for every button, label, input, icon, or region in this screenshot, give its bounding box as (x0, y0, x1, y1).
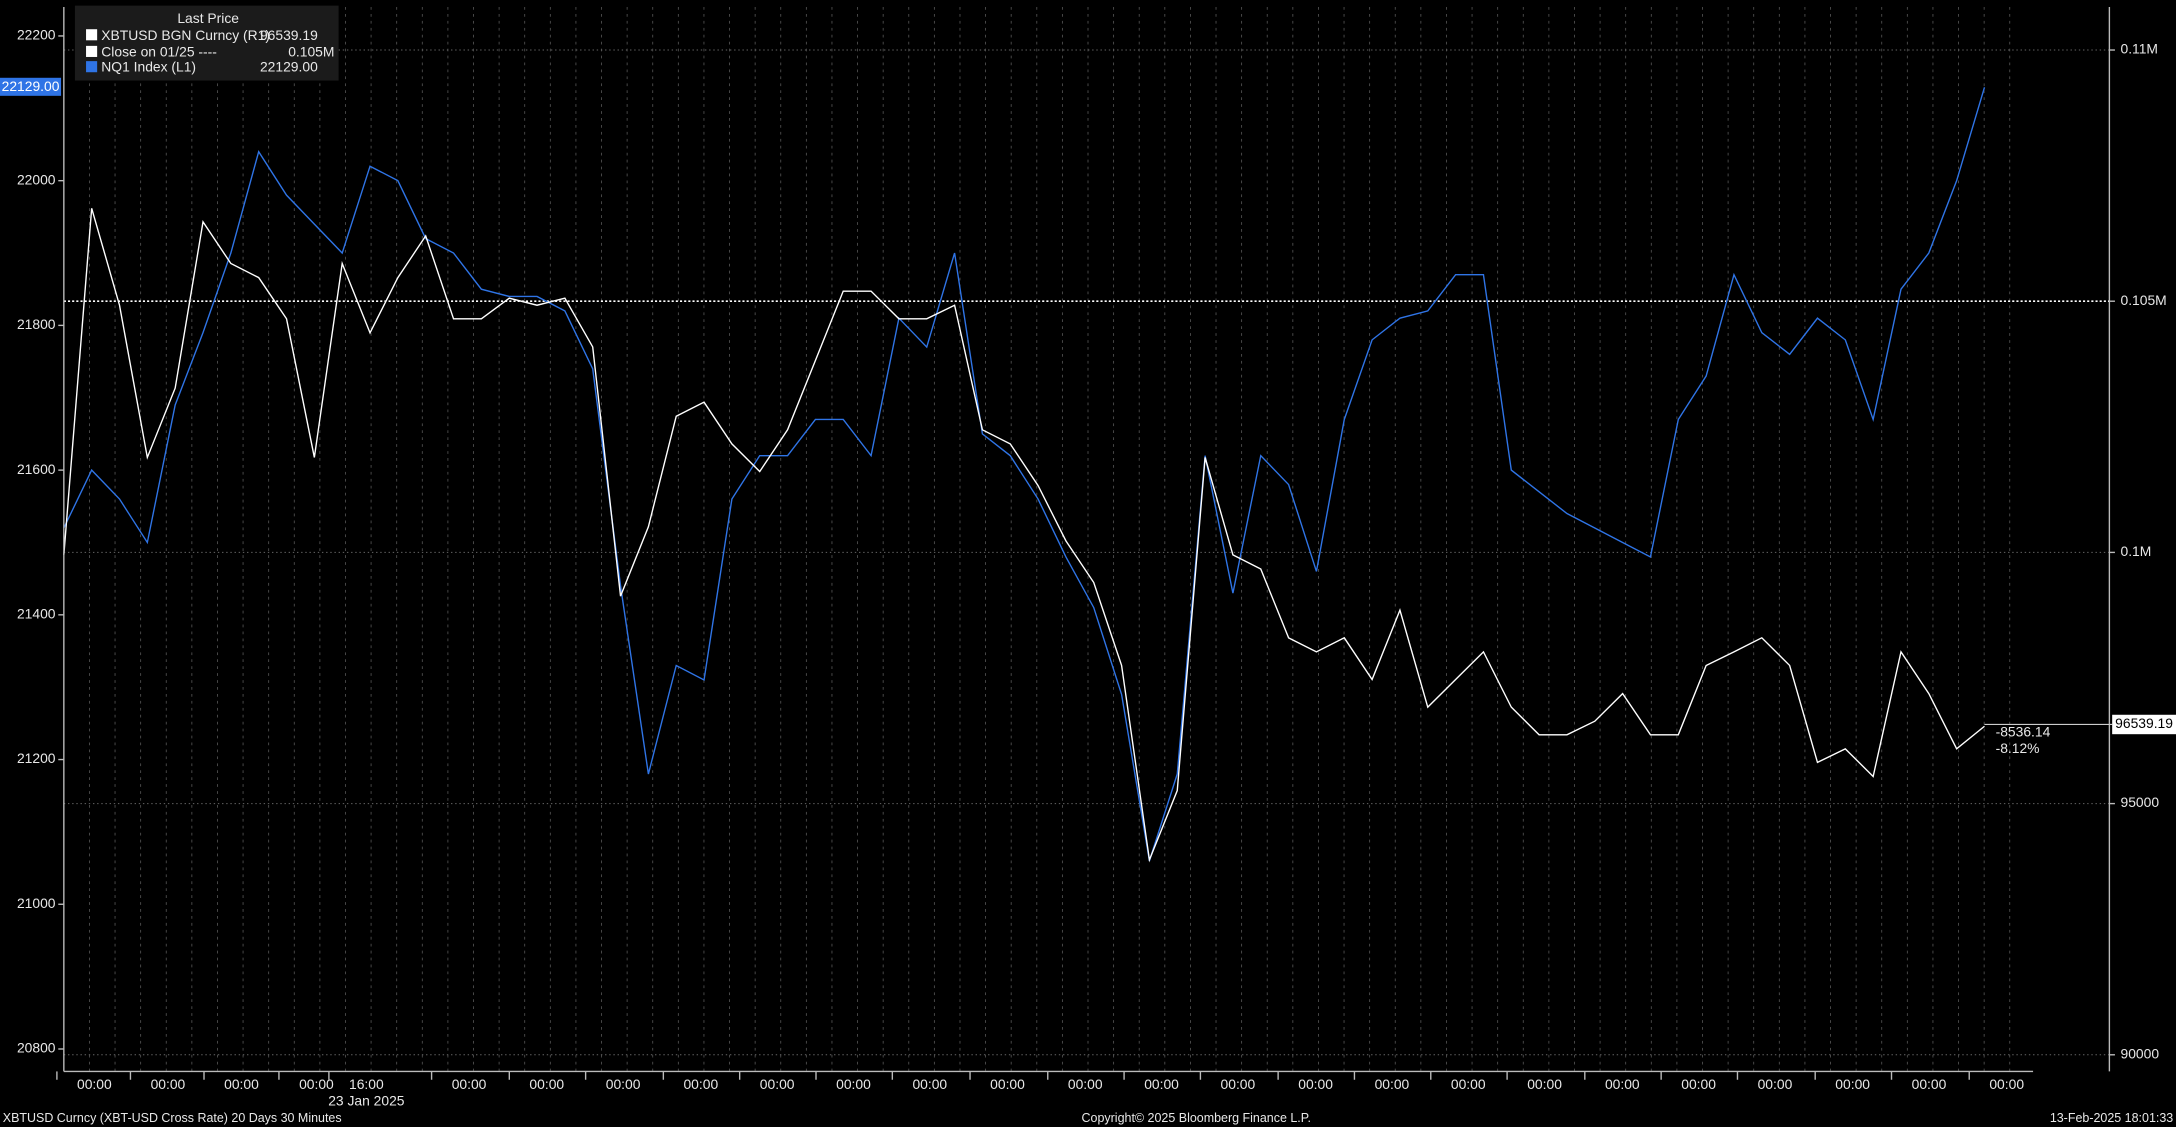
legend-value: 22129.00 (260, 59, 318, 75)
y-tick-label: 21000 (17, 895, 56, 911)
x-tick-label: 00:00 (529, 1076, 564, 1092)
x-tick-label: 00:00 (683, 1076, 718, 1092)
last-value-label: 96539.19 (2115, 715, 2173, 731)
x-tick-label: 00:00 (1989, 1076, 2024, 1092)
legend-swatch (86, 45, 98, 57)
plot (63, 87, 1986, 863)
footer-center: Copyright© 2025 Bloomberg Finance L.P. (1082, 1111, 1311, 1125)
y2-tick-label: 95000 (2120, 794, 2159, 810)
y-tick-label: 21200 (17, 750, 56, 766)
footer-right: 13-Feb-2025 18:01:33 (2050, 1111, 2173, 1125)
x-tick-label: 00:00 (760, 1076, 795, 1092)
legend-swatch (86, 29, 98, 41)
legend-label: Close on 01/25 ---- (101, 43, 217, 59)
x-tick-label: 00:00 (1912, 1076, 1947, 1092)
legend-title: Last Price (177, 10, 239, 26)
x-tick-label: 00:00 (224, 1076, 259, 1092)
x-tick-label: 00:00 (1221, 1076, 1256, 1092)
series-line (63, 208, 1985, 863)
y2-tick-label: 90000 (2120, 1045, 2159, 1061)
last-value-label: 22129.00 (2, 78, 60, 94)
x-tick-label: 00:00 (151, 1076, 186, 1092)
legend-label: XBTUSD BGN Curncy (R1) (101, 27, 270, 43)
y-tick-label: 22200 (17, 27, 56, 43)
x-tick-label: 00:00 (77, 1076, 112, 1092)
legend-label: NQ1 Index (L1) (101, 59, 196, 75)
x-tick-label: 00:00 (1681, 1076, 1716, 1092)
x-tick-label: 00:00 (1527, 1076, 1562, 1092)
change-label: -8536.14 (1996, 723, 2051, 739)
legend-value: 96539.19 (260, 27, 318, 43)
footer-left: XBTUSD Curncy (XBT-USD Cross Rate) 20 Da… (3, 1111, 342, 1125)
last-value-box (0, 77, 62, 96)
x-tick-label: 00:00 (1068, 1076, 1103, 1092)
x-tick-label: 16:00 (349, 1076, 384, 1092)
y-tick-label: 21600 (17, 461, 56, 477)
x-tick-label: 00:00 (1758, 1076, 1793, 1092)
x-tick-label: 00:00 (836, 1076, 871, 1092)
x-tick-label: 00:00 (606, 1076, 641, 1092)
y2-tick-label: 0.11M (2120, 41, 2158, 57)
legend-swatch (86, 61, 98, 73)
x-tick-label: 00:00 (1144, 1076, 1179, 1092)
x-tick-label: 00:00 (912, 1076, 947, 1092)
legend-box (74, 5, 339, 81)
y2-tick-label: 0.1M (2120, 543, 2151, 559)
x-tick-label: 00:00 (1375, 1076, 1410, 1092)
x-tick-label: 00:00 (1298, 1076, 1333, 1092)
x-tick-label: 00:00 (452, 1076, 487, 1092)
x-tick-label: 00:00 (990, 1076, 1025, 1092)
legend-value: 0.105M (288, 43, 334, 59)
grid (63, 7, 2110, 1072)
y-tick-label: 20800 (17, 1040, 56, 1056)
y-tick-label: 21800 (17, 316, 56, 332)
x-date-label: 23 Jan 2025 (328, 1093, 405, 1109)
y-tick-label: 22000 (17, 171, 56, 187)
x-tick-label: 00:00 (1451, 1076, 1486, 1092)
change-pct-label: -8.12% (1996, 740, 2040, 756)
y2-tick-label: 0.105M (2120, 292, 2166, 308)
series-line (63, 87, 1986, 862)
x-tick-label: 00:00 (1835, 1076, 1870, 1092)
y-tick-label: 21400 (17, 605, 56, 621)
x-tick-label: 00:00 (299, 1076, 334, 1092)
last-value-box (2112, 714, 2176, 735)
x-tick-label: 00:00 (1605, 1076, 1640, 1092)
